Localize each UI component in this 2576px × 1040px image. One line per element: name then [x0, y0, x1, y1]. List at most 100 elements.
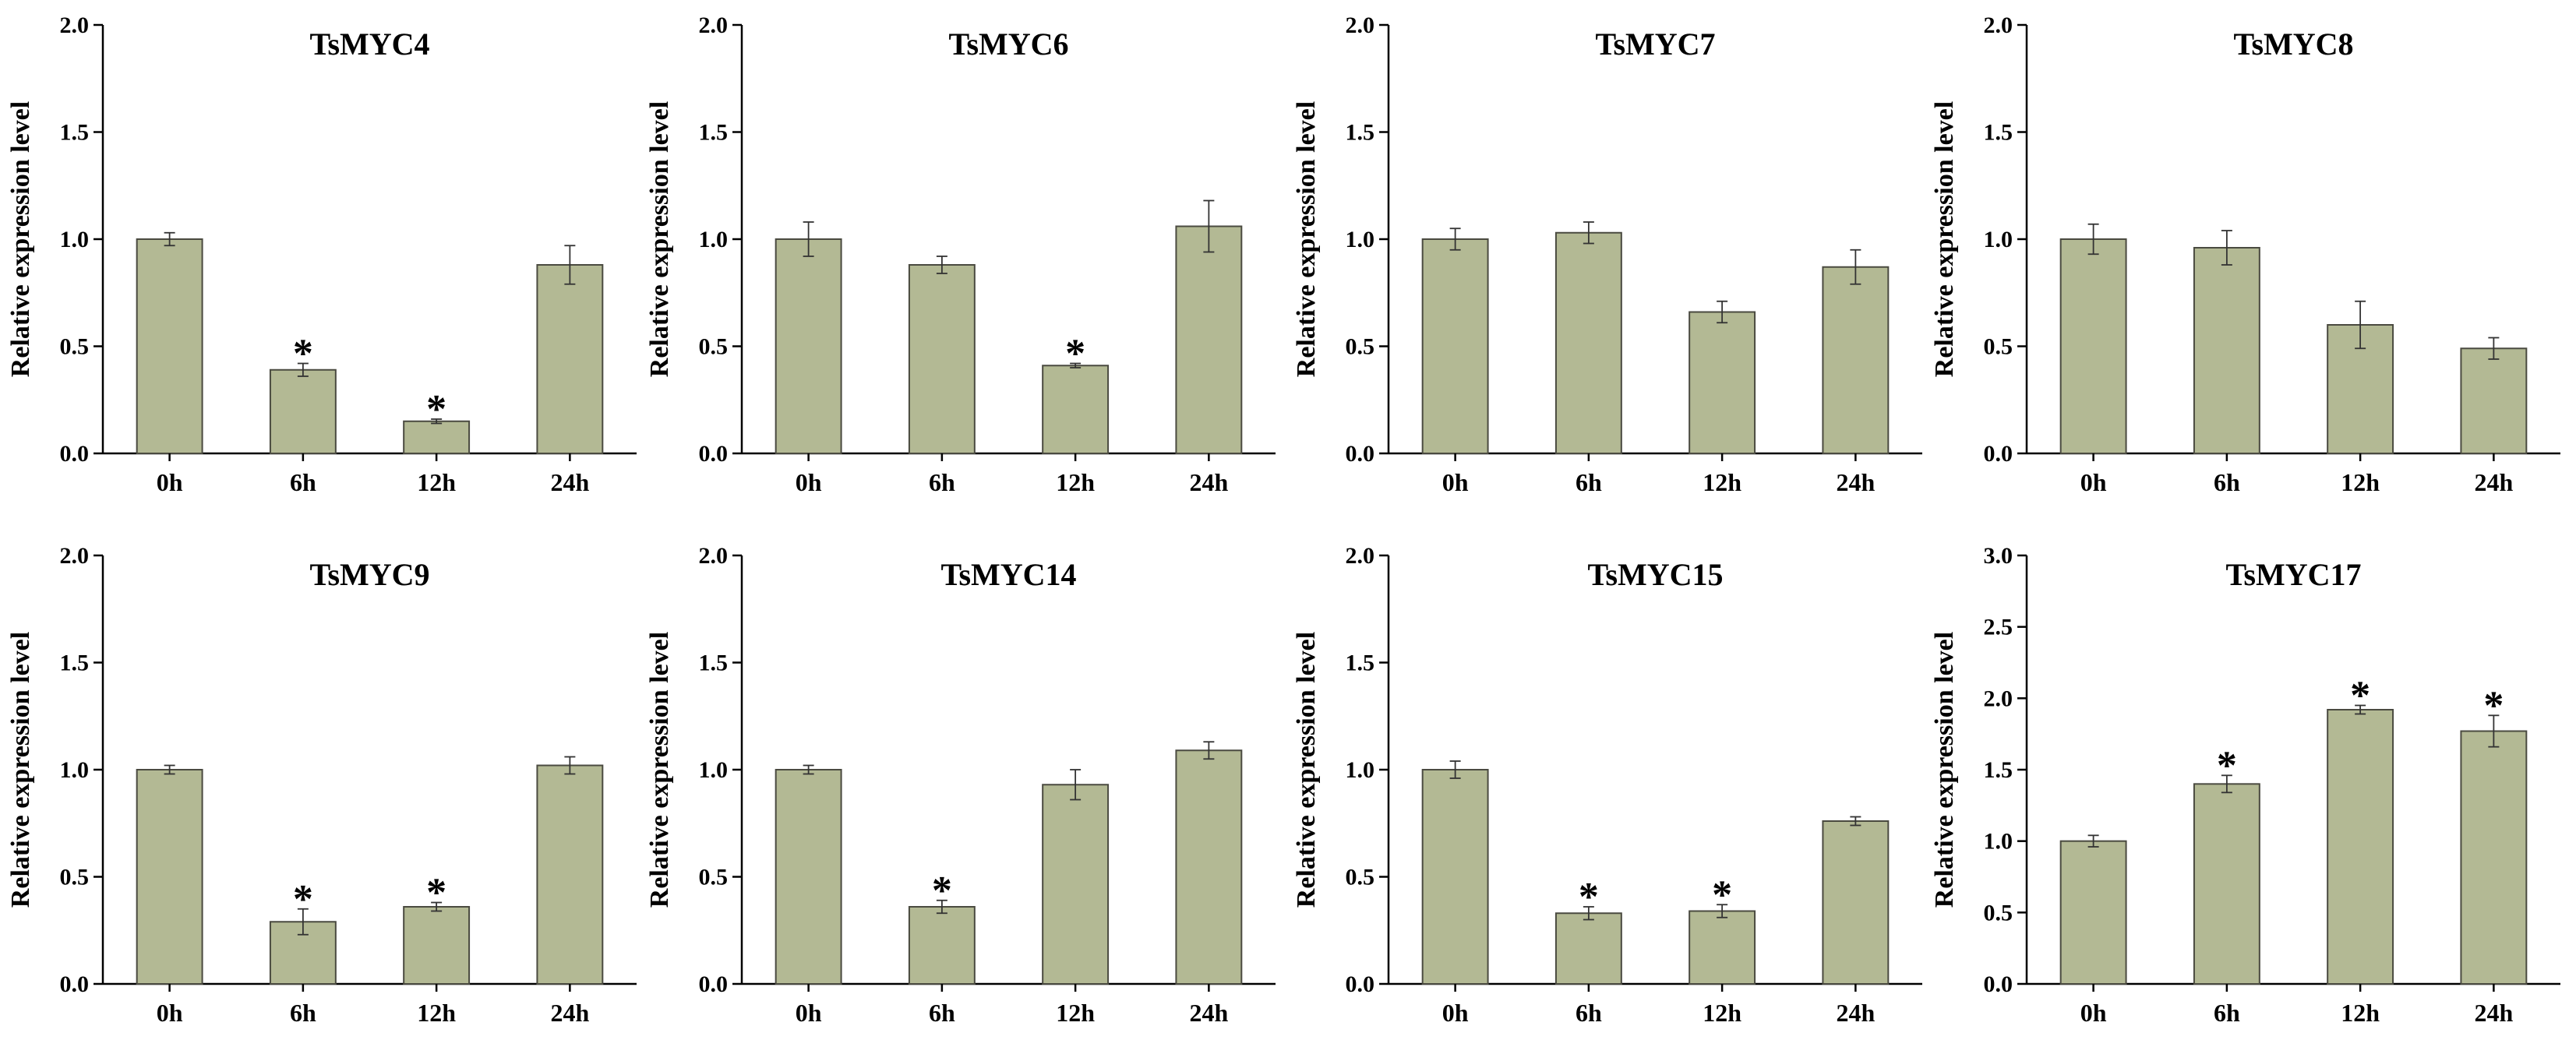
- x-tick-label: 6h: [290, 999, 316, 1027]
- x-tick-label: 12h: [417, 999, 456, 1027]
- bar-12h: [403, 420, 471, 454]
- y-tick-label: 2.5: [1984, 615, 2013, 640]
- bar-24h: [2460, 730, 2528, 985]
- y-tick-label: 3.0: [1984, 543, 2013, 569]
- chart-panel-tsmyc15: 0.0 0.5 1.0 1.5 2.0 Relative expression level…: [1292, 543, 1922, 1027]
- x-tick-label: 12h: [417, 468, 456, 496]
- bar-24h: [1175, 225, 1243, 454]
- bar-24h: [1175, 749, 1243, 985]
- y-tick-label: 0.0: [699, 441, 729, 467]
- significance-marker: *: [1712, 873, 1732, 917]
- significance-marker: *: [932, 869, 952, 913]
- chart-panel-tsmyc14: 0.0 0.5 1.0 1.5 2.0 Relative expression level…: [645, 543, 1276, 1027]
- bar-0h: [136, 769, 203, 985]
- y-tick-label: 0.5: [1346, 334, 1375, 360]
- bar-0h: [136, 238, 203, 454]
- x-tick-label: 12h: [2341, 468, 2380, 496]
- y-tick-label: 0.0: [699, 971, 729, 997]
- x-tick-label: 6h: [2214, 468, 2240, 496]
- bar-6h: [908, 906, 976, 985]
- significance-marker: *: [426, 387, 446, 432]
- y-tick-label: 0.0: [1346, 441, 1375, 467]
- x-tick-label: 6h: [1576, 468, 1602, 496]
- chart-title: TsMYC8: [2233, 26, 2353, 62]
- x-tick-label: 12h: [1056, 999, 1095, 1027]
- y-tick-label: 1.5: [1984, 120, 2013, 146]
- chart-title: TsMYC6: [948, 26, 1068, 62]
- bar-24h: [2460, 347, 2528, 454]
- x-tick-label: 24h: [1836, 999, 1875, 1027]
- x-tick-label: 24h: [2474, 999, 2513, 1027]
- x-tick-label: 0h: [796, 468, 822, 496]
- x-tick-label: 6h: [929, 999, 955, 1027]
- y-tick-label: 1.5: [1346, 120, 1375, 146]
- y-tick-label: 2.0: [1984, 686, 2013, 711]
- significance-marker: *: [426, 871, 446, 915]
- x-tick-label: 24h: [1189, 468, 1228, 496]
- bar-0h: [2059, 840, 2127, 985]
- chart-panel-tsmyc4: 0.0 0.5 1.0 1.5 2.0 Relative expression level…: [6, 12, 637, 496]
- y-tick-label: 1.0: [60, 227, 90, 252]
- y-axis-label: Relative expression level: [1292, 632, 1321, 908]
- y-axis-label: Relative expression level: [6, 632, 35, 908]
- y-tick-label: 0.5: [1984, 334, 2013, 360]
- chart-title: TsMYC4: [309, 26, 429, 62]
- y-tick-label: 1.5: [699, 120, 729, 146]
- x-tick-label: 24h: [1189, 999, 1228, 1027]
- bar-12h: [1042, 365, 1110, 454]
- y-tick-label: 1.5: [699, 650, 729, 676]
- y-axis-label: Relative expression level: [645, 632, 674, 908]
- x-tick-label: 0h: [2080, 468, 2107, 496]
- chart-panel-tsmyc17: 0.0 0.5 1.0 1.5 2.0 2.5 3.0 Relative expression…: [1930, 543, 2560, 1027]
- x-tick-label: 0h: [1442, 999, 1469, 1027]
- x-tick-label: 12h: [1703, 468, 1741, 496]
- chart-title: TsMYC15: [1587, 557, 1723, 592]
- x-tick-label: 24h: [550, 468, 589, 496]
- bar-6h: [269, 368, 337, 454]
- y-tick-label: 2.0: [1984, 12, 2013, 38]
- chart-title: TsMYC17: [2225, 557, 2361, 592]
- y-tick-label: 1.5: [1346, 650, 1375, 676]
- x-tick-label: 24h: [2474, 468, 2513, 496]
- y-tick-label: 0.0: [60, 441, 90, 467]
- x-tick-label: 6h: [929, 468, 955, 496]
- significance-marker: *: [2483, 683, 2504, 728]
- y-axis-label: Relative expression level: [6, 101, 35, 377]
- chart-panel-tsmyc6: 0.0 0.5 1.0 1.5 2.0 Relative expression level…: [645, 12, 1276, 496]
- x-tick-label: 12h: [1056, 468, 1095, 496]
- chart-panel-tsmyc8: 0.0 0.5 1.0 1.5 2.0 Relative expression level…: [1930, 12, 2560, 496]
- y-tick-label: 0.0: [1346, 971, 1375, 997]
- x-tick-label: 12h: [2341, 999, 2380, 1027]
- y-axis-label: Relative expression level: [1930, 101, 1959, 377]
- bar-0h: [2059, 238, 2127, 454]
- y-tick-label: 2.0: [699, 543, 729, 569]
- x-tick-label: 0h: [157, 468, 183, 496]
- x-tick-label: 0h: [157, 999, 183, 1027]
- bar-12h: [2327, 709, 2394, 985]
- bar-24h: [536, 264, 604, 454]
- bar-24h: [1822, 266, 1890, 454]
- bar-6h: [2193, 247, 2260, 454]
- significance-marker: *: [2217, 743, 2237, 788]
- chart-title: TsMYC14: [940, 557, 1076, 592]
- y-tick-label: 2.0: [699, 12, 729, 38]
- bar-12h: [1689, 311, 1756, 454]
- y-tick-label: 0.5: [699, 334, 729, 360]
- y-tick-label: 0.0: [1984, 971, 2013, 997]
- y-tick-label: 0.5: [60, 334, 90, 360]
- x-tick-label: 6h: [2214, 999, 2240, 1027]
- y-axis-label: Relative expression level: [645, 101, 674, 377]
- x-tick-label: 0h: [2080, 999, 2107, 1027]
- chart-title: TsMYC7: [1595, 26, 1715, 62]
- bar-24h: [1822, 820, 1890, 985]
- y-tick-label: 0.5: [1346, 865, 1375, 890]
- y-tick-label: 2.0: [1346, 543, 1375, 569]
- bar-0h: [775, 769, 842, 985]
- y-tick-label: 1.0: [1346, 757, 1375, 783]
- chart-title: TsMYC9: [309, 557, 429, 592]
- significance-marker: *: [1065, 332, 1085, 376]
- y-tick-label: 1.0: [1984, 829, 2013, 855]
- x-tick-label: 24h: [1836, 468, 1875, 496]
- bar-6h: [1554, 231, 1622, 454]
